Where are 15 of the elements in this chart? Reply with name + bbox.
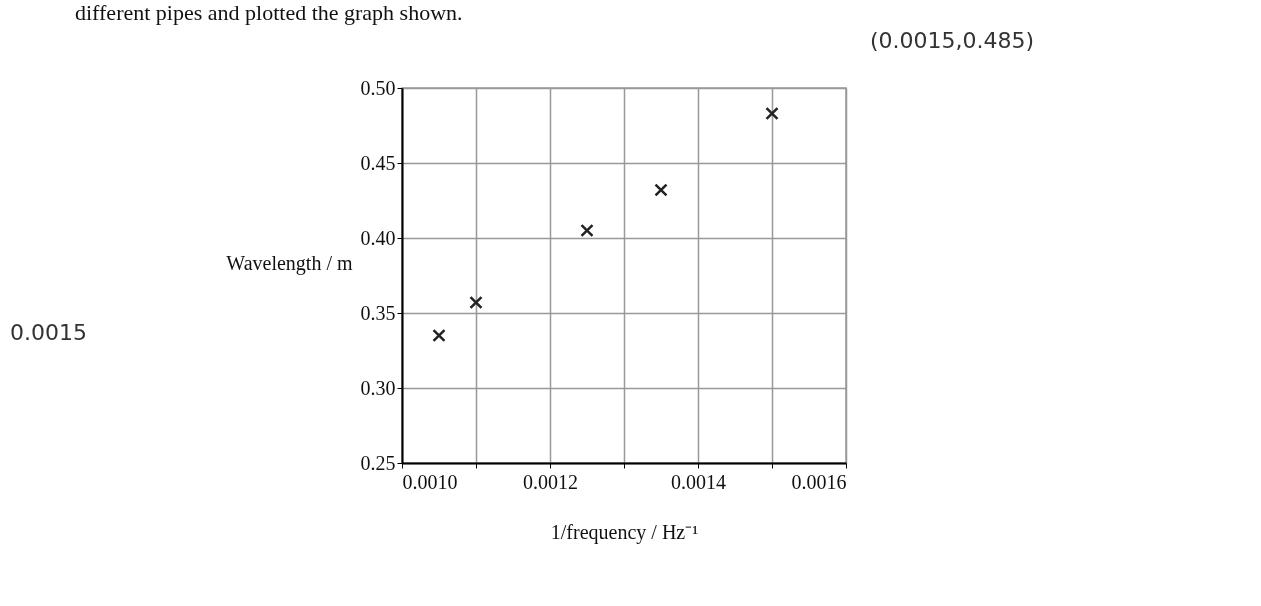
x-tick-label: 0.0016 [791,470,847,493]
text: different pipes and plotted the graph shown. [75,0,463,26]
text: (0.0015,0.485) [870,28,1035,53]
text: 0.0015 [10,320,87,345]
y-tick-label: 0.45 [360,151,396,174]
y-tick-label: 0.50 [360,76,396,99]
y-tick-label: 0.25 [360,451,396,474]
x-tick-label: 0.0012 [523,470,578,493]
x-tick-label: 0.0010 [402,470,458,493]
y-axis-title: Wavelength / m [226,251,353,275]
x-axis-title: 1/frequency / Hz⁻¹ [550,520,699,544]
x-tick-label: 0.0014 [671,470,726,493]
y-tick-label: 0.30 [360,376,396,399]
y-tick-label: 0.35 [360,301,396,324]
y-tick-label: 0.40 [360,226,396,249]
